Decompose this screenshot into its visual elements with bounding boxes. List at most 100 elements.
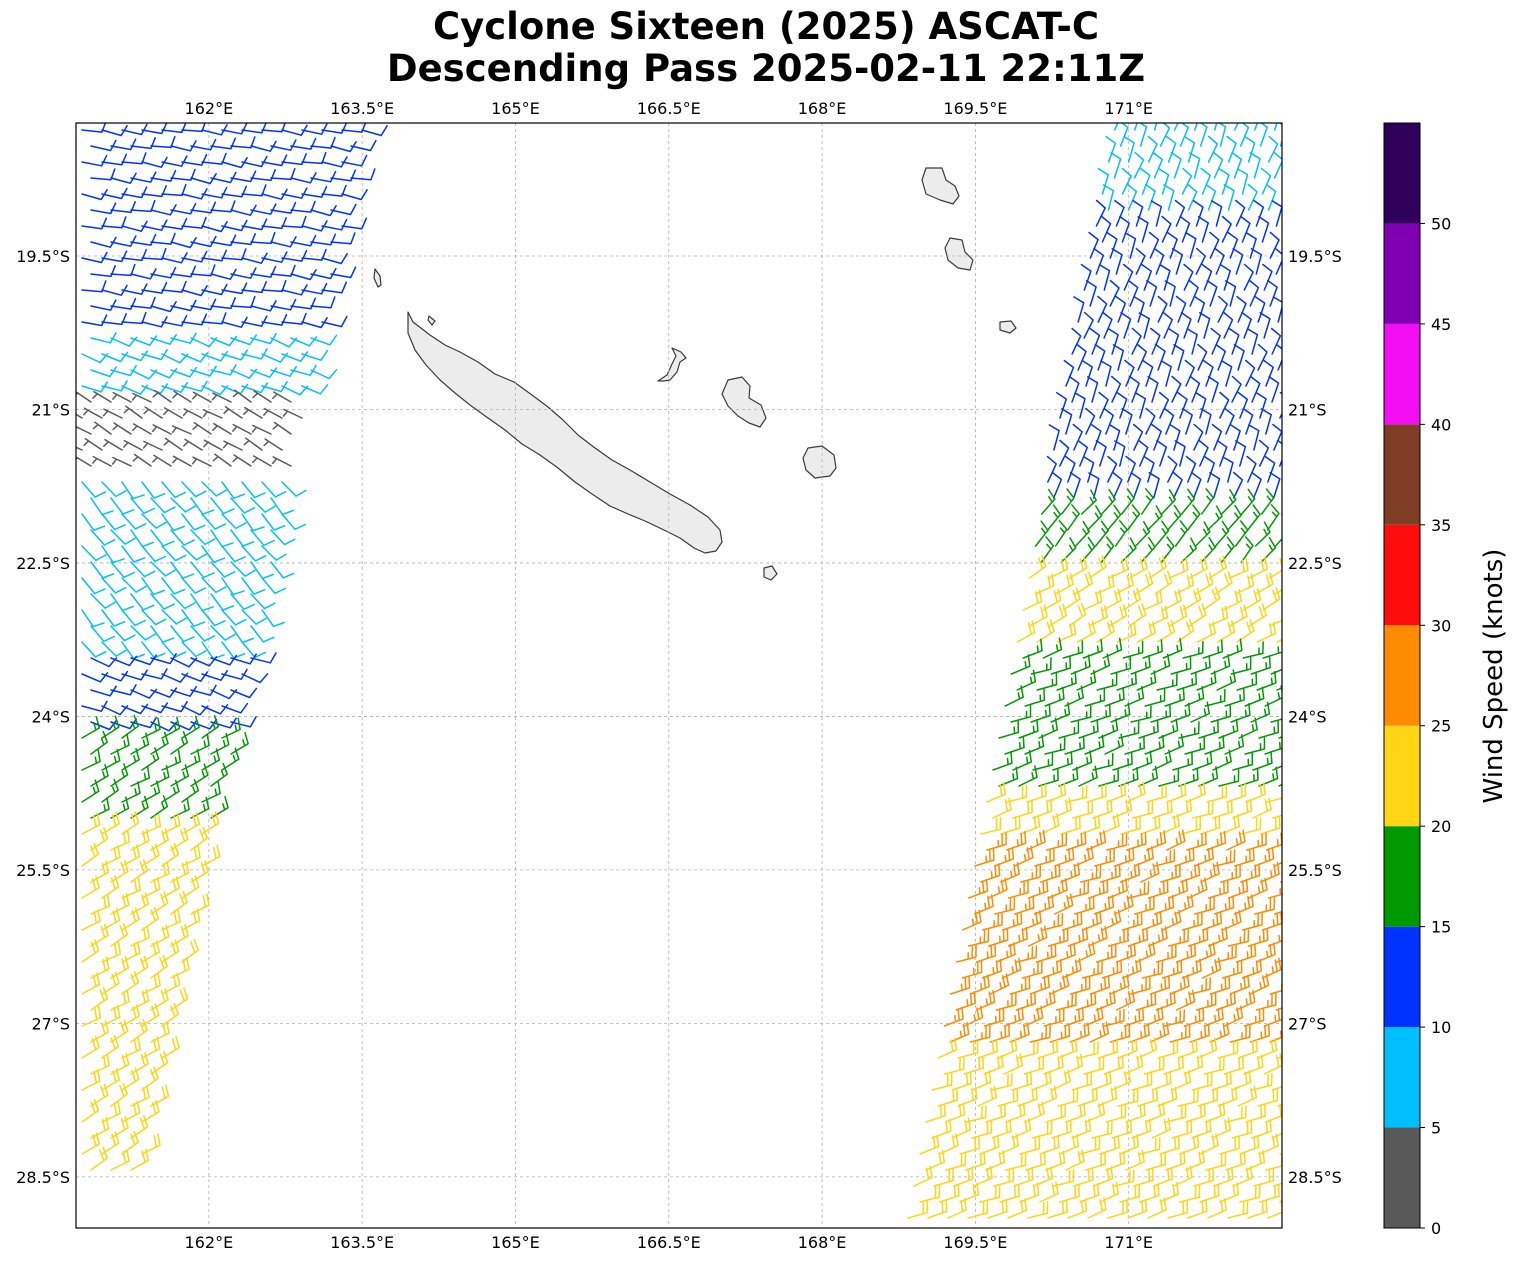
colorbar-tick-label: 10: [1431, 1018, 1451, 1037]
wind-barb: [81, 749, 101, 771]
wind-barb: [81, 842, 99, 867]
wind-barb: [141, 1036, 161, 1059]
wind-barb: [1059, 439, 1070, 467]
wind-barb: [281, 249, 308, 262]
wind-barb: [1250, 248, 1263, 275]
wind-barb: [90, 763, 109, 787]
wind-barb: [81, 513, 106, 531]
wind-barb: [1254, 521, 1271, 547]
wind-barb: [1013, 1167, 1034, 1187]
wind-barb: [1112, 751, 1133, 771]
wind-barb: [1063, 1007, 1085, 1027]
wind-barb: [907, 1200, 928, 1219]
wind-barb: [1164, 733, 1185, 755]
wind-barb: [1252, 751, 1273, 771]
wind-barb: [1082, 589, 1103, 611]
wind-barb: [1158, 167, 1170, 195]
landmass-grande-terre: [407, 311, 723, 554]
wind-barb: [1147, 376, 1159, 403]
wind-barb: [270, 365, 298, 377]
wind-barb: [1192, 199, 1204, 227]
wind-barb: [1234, 440, 1247, 467]
wind-barb: [1140, 861, 1160, 883]
wind-barb: [152, 454, 172, 467]
wind-barb: [1033, 894, 1055, 915]
wind-barb: [1167, 878, 1189, 899]
wind-barb: [1083, 311, 1094, 339]
wind-barb: [1127, 927, 1149, 947]
wind-barb: [141, 813, 162, 835]
wind-barb: [310, 334, 338, 346]
wind-barb: [1232, 798, 1253, 819]
wind-barb: [272, 421, 292, 435]
wind-barb: [983, 1054, 1004, 1075]
wind-barb: [81, 1005, 102, 1027]
wind-barb: [110, 1115, 129, 1139]
wind-barb: [90, 366, 118, 378]
wind-barb: [1161, 959, 1183, 979]
wind-barb: [1155, 990, 1176, 1011]
wind-barb: [1000, 815, 1021, 835]
wind-barb: [1071, 1072, 1093, 1091]
wind-barb: [1187, 183, 1198, 211]
wind-barb: [141, 717, 161, 739]
wind-barb: [995, 942, 1016, 963]
wind-barb: [1177, 1089, 1199, 1107]
wind-barb: [150, 625, 175, 643]
wind-barb: [170, 890, 188, 915]
wind-barb: [112, 391, 132, 403]
wind-barb: [1259, 1183, 1280, 1203]
wind-barb: [1244, 136, 1256, 163]
wind-barb: [1016, 620, 1036, 643]
wind-barb: [1035, 990, 1056, 1011]
wind-barb: [310, 170, 337, 183]
wind-barb: [150, 561, 176, 577]
wind-barb: [150, 593, 176, 610]
wind-barb: [1001, 957, 1022, 979]
wind-barb: [1139, 1183, 1160, 1203]
wind-barb: [221, 123, 248, 135]
wind-barb: [121, 811, 140, 835]
wind-barb: [1098, 768, 1119, 787]
colorbar-tick-label: 0: [1431, 1219, 1441, 1238]
wind-barb: [1168, 327, 1180, 355]
wind-barb: [190, 656, 218, 667]
wind-barb: [1224, 733, 1245, 755]
wind-barb: [170, 593, 196, 610]
wind-barb: [1088, 555, 1107, 579]
wind-barb: [1140, 536, 1156, 563]
wind-barb: [1027, 879, 1049, 899]
wind-barb: [1231, 375, 1242, 403]
wind-barb: [1224, 280, 1237, 307]
wind-barb: [230, 529, 255, 547]
wind-barb: [1186, 328, 1198, 355]
wind-barb: [1086, 783, 1107, 803]
wind-barb: [1260, 815, 1281, 835]
wind-barb: [110, 1149, 130, 1171]
wind-barb: [1121, 912, 1143, 931]
wind-barb: [1095, 199, 1106, 227]
wind-barb: [1078, 719, 1099, 739]
wind-barb: [1146, 279, 1158, 307]
wind-barb: [110, 235, 137, 247]
wind-barb: [270, 139, 297, 151]
wind-barb: [170, 625, 195, 643]
colorbar-segment: [1384, 1127, 1420, 1228]
wind-barb: [1132, 423, 1144, 451]
wind-barb: [1185, 232, 1197, 259]
wind-barb: [1084, 734, 1105, 755]
wind-barb: [1277, 439, 1282, 467]
wind-barb: [1260, 537, 1277, 563]
wind-barb: [110, 923, 129, 947]
wind-barb: [1041, 959, 1063, 979]
wind-barb: [210, 732, 230, 755]
wind-barb: [1125, 1149, 1145, 1171]
wind-barb: [232, 423, 252, 435]
wind-barb: [290, 234, 317, 247]
wind-barb: [301, 123, 328, 135]
wind-barb: [210, 593, 235, 611]
wind-barb: [1163, 184, 1175, 211]
map-background: [76, 123, 1282, 1228]
wind-barb: [1015, 945, 1038, 963]
wind-barb: [1192, 750, 1213, 771]
